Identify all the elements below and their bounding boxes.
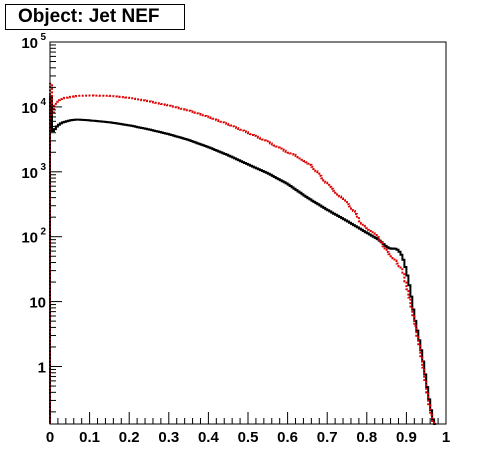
chart-title-box: Object: Jet NEF — [5, 4, 185, 30]
y-tick-exponent: 2 — [40, 227, 46, 238]
x-tick-label: 0.3 — [158, 429, 179, 446]
series-line-1 — [49, 95, 437, 425]
x-tick-label: 0 — [46, 429, 54, 446]
y-tick-label: 10 — [21, 165, 38, 182]
y-tick-exponent: 3 — [40, 162, 46, 173]
y-tick-exponent: 5 — [40, 32, 46, 43]
x-tick-label: 0.9 — [396, 429, 417, 446]
series-line-2 — [49, 82, 437, 425]
x-tick-label: 0.5 — [238, 429, 259, 446]
y-tick-label: 1 — [38, 359, 46, 376]
y-tick-label: 10 — [29, 295, 46, 312]
x-tick-label: 1 — [442, 429, 450, 446]
plot-frame — [49, 41, 447, 425]
chart-title: Object: Jet NEF — [18, 6, 160, 27]
x-tick-label: 0.4 — [198, 429, 220, 446]
x-tick-label: 0.1 — [79, 429, 100, 446]
x-tick-label: 0.8 — [356, 429, 377, 446]
x-tick-label: 0.6 — [277, 429, 298, 446]
y-tick-exponent: 4 — [40, 97, 46, 108]
x-tick-label: 0.2 — [119, 429, 140, 446]
y-tick-label: 10 — [21, 35, 38, 52]
y-tick-label: 10 — [21, 230, 38, 247]
y-tick-label: 10 — [21, 100, 38, 117]
x-tick-label: 0.7 — [317, 429, 338, 446]
series-layer — [49, 82, 437, 425]
